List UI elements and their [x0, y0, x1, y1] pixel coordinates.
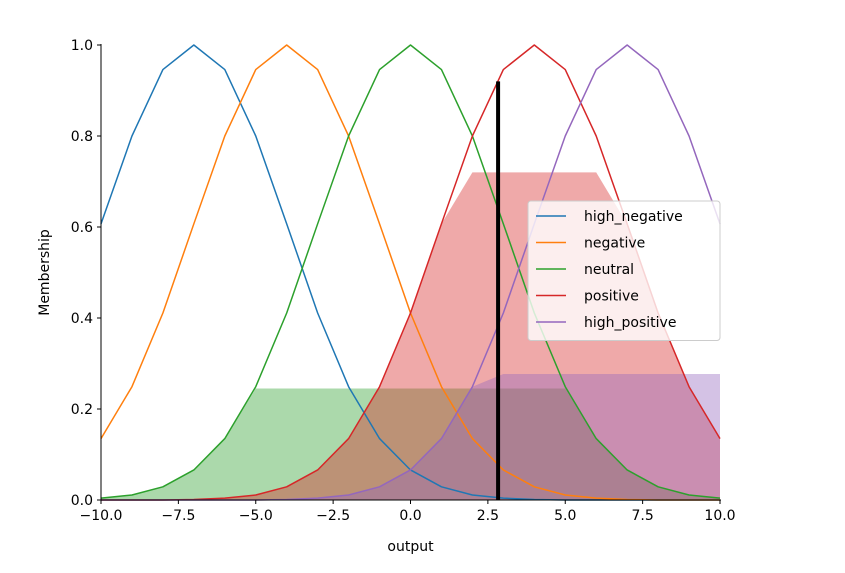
y-tick-label: 0.4 [71, 311, 93, 327]
x-tick-label: −7.5 [161, 508, 195, 524]
x-tick-label: 5.0 [554, 508, 576, 524]
x-axis-label: output [387, 539, 434, 555]
x-tick-label: 10.0 [704, 508, 735, 524]
series-line-positive [101, 44, 721, 501]
ticks: −10.0 −7.5 −5.0 −2.5 0.0 2.5 5.0 7.5 10.0 0.0 0.2 0… [71, 38, 736, 524]
x-tick-label: −5.0 [239, 508, 273, 524]
legend-label-neutral: neutral [584, 262, 634, 278]
x-tick-label: 7.5 [631, 508, 653, 524]
y-tick-label: 0.6 [71, 220, 93, 236]
y-tick-label: 0.0 [71, 493, 93, 509]
y-tick-label: 0.2 [71, 402, 93, 418]
y-axis-label: Membership [37, 229, 53, 316]
legend-box [527, 200, 721, 341]
legend: high_negative negative neutral positive high… [527, 200, 721, 341]
legend-label-negative: negative [584, 236, 645, 252]
y-tick-label: 0.8 [71, 129, 93, 145]
legend-label-high_negative: high_negative [584, 209, 683, 225]
x-tick-label: 2.5 [477, 508, 499, 524]
activation-fill-neutral [101, 388, 720, 500]
legend-label-positive: positive [584, 289, 639, 305]
y-tick-label: 1.0 [71, 38, 93, 54]
activation-fill-high_positive [101, 373, 720, 500]
x-tick-label: −10.0 [80, 508, 123, 524]
x-tick-label: −2.5 [316, 508, 350, 524]
x-tick-label: 0.0 [399, 508, 421, 524]
series-line-neutral [100, 44, 721, 499]
legend-label-high_positive: high_positive [584, 315, 676, 331]
